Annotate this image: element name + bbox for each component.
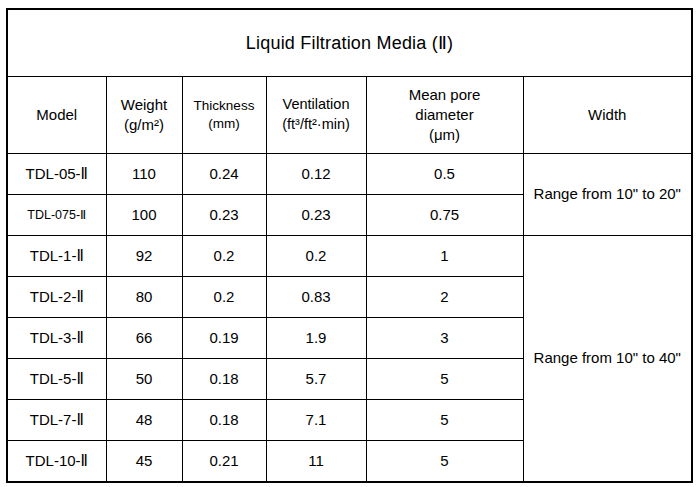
cell-ventilation: 0.83 (266, 277, 366, 318)
cell-pore: 5 (366, 359, 523, 400)
col-header-weight-label: Weight (110, 95, 179, 115)
cell-weight: 48 (106, 400, 182, 441)
col-header-thickness-unit: (mm) (186, 115, 263, 133)
col-header-model: Model (7, 77, 106, 154)
cell-thickness: 0.2 (182, 236, 266, 277)
table-title: Liquid Filtration Media (Ⅱ) (7, 9, 692, 77)
cell-ventilation: 0.2 (266, 236, 366, 277)
table-row: TDL-1-Ⅱ 92 0.2 0.2 1 Range from 10" to 4… (7, 236, 692, 277)
cell-pore: 2 (366, 277, 523, 318)
cell-ventilation: 11 (266, 441, 366, 483)
table-row: TDL-05-Ⅱ 110 0.24 0.12 0.5 Range from 10… (7, 154, 692, 195)
cell-pore: 0.75 (366, 195, 523, 236)
cell-weight: 66 (106, 318, 182, 359)
cell-model: TDL-075-Ⅱ (7, 195, 106, 236)
cell-ventilation: 0.23 (266, 195, 366, 236)
cell-ventilation: 1.9 (266, 318, 366, 359)
col-header-pore: Mean pore diameter (μm) (366, 77, 523, 154)
cell-pore: 5 (366, 400, 523, 441)
cell-thickness: 0.2 (182, 277, 266, 318)
cell-pore: 0.5 (366, 154, 523, 195)
col-header-pore-label-2: diameter (370, 105, 520, 125)
col-header-weight-unit: (g/m²) (110, 115, 179, 135)
col-header-model-label: Model (11, 105, 103, 125)
col-header-ventilation-unit: (ft³/ft²·min) (270, 115, 363, 135)
col-header-ventilation: Ventilation (ft³/ft²·min) (266, 77, 366, 154)
cell-ventilation: 0.12 (266, 154, 366, 195)
cell-thickness: 0.19 (182, 318, 266, 359)
cell-pore: 1 (366, 236, 523, 277)
cell-weight: 50 (106, 359, 182, 400)
col-header-pore-unit: (μm) (370, 125, 520, 145)
table-header-row: Model Weight (g/m²) Thickness (mm) Venti… (7, 77, 692, 154)
col-header-weight: Weight (g/m²) (106, 77, 182, 154)
cell-ventilation: 5.7 (266, 359, 366, 400)
cell-width-range-2: Range from 10" to 40" (523, 236, 692, 483)
cell-model: TDL-1-Ⅱ (7, 236, 106, 277)
col-header-thickness-label: Thickness (186, 97, 263, 115)
cell-pore: 5 (366, 441, 523, 483)
col-header-pore-label-1: Mean pore (370, 85, 520, 105)
table-title-row: Liquid Filtration Media (Ⅱ) (7, 9, 692, 77)
cell-weight: 92 (106, 236, 182, 277)
cell-model: TDL-05-Ⅱ (7, 154, 106, 195)
cell-pore: 3 (366, 318, 523, 359)
cell-model: TDL-2-Ⅱ (7, 277, 106, 318)
cell-weight: 80 (106, 277, 182, 318)
filtration-media-table: Liquid Filtration Media (Ⅱ) Model Weight… (6, 8, 693, 483)
cell-thickness: 0.21 (182, 441, 266, 483)
col-header-thickness: Thickness (mm) (182, 77, 266, 154)
cell-model: TDL-7-Ⅱ (7, 400, 106, 441)
cell-weight: 100 (106, 195, 182, 236)
cell-weight: 110 (106, 154, 182, 195)
cell-model: TDL-5-Ⅱ (7, 359, 106, 400)
cell-ventilation: 7.1 (266, 400, 366, 441)
cell-thickness: 0.24 (182, 154, 266, 195)
page: Liquid Filtration Media (Ⅱ) Model Weight… (0, 0, 698, 487)
cell-weight: 45 (106, 441, 182, 483)
cell-model: TDL-10-Ⅱ (7, 441, 106, 483)
col-header-ventilation-label: Ventilation (270, 95, 363, 115)
cell-thickness: 0.18 (182, 400, 266, 441)
cell-width-range-1: Range from 10" to 20" (523, 154, 692, 236)
cell-thickness: 0.18 (182, 359, 266, 400)
col-header-width: Width (523, 77, 692, 154)
cell-thickness: 0.23 (182, 195, 266, 236)
col-header-width-label: Width (527, 105, 689, 125)
cell-model: TDL-3-Ⅱ (7, 318, 106, 359)
